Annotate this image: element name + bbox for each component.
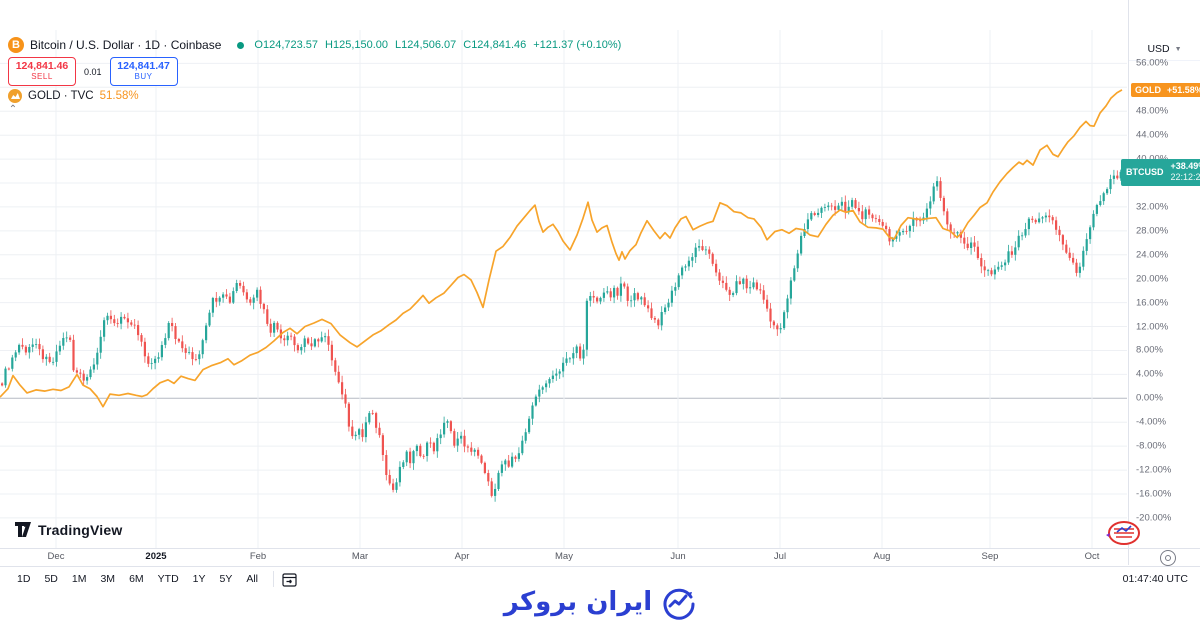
trade-buttons: 124,841.46 SELL 0.01 124,841.47 BUY	[8, 57, 178, 86]
price-axis-tick: 20.00%	[1136, 273, 1169, 285]
range-button-1d[interactable]: 1D	[17, 573, 31, 585]
axis-settings-icon[interactable]	[1160, 550, 1176, 566]
market-status-dot-icon	[237, 41, 245, 49]
time-axis-label: Mar	[351, 551, 369, 562]
btcusd-price-tag: BTCUSD +38.49% 22:12:20	[1121, 159, 1200, 186]
toolbar-border	[0, 566, 1200, 567]
compare-series-title: GOLD · TVC	[28, 90, 94, 102]
footer-brand-icon	[663, 588, 695, 620]
price-axis-tick: 16.00%	[1136, 297, 1169, 309]
price-axis-tick: 44.00%	[1136, 129, 1169, 141]
tradingview-text: TradingView	[38, 521, 123, 538]
tradingview-mark-icon	[15, 522, 31, 537]
chevron-down-icon: ▼	[1174, 45, 1182, 53]
low-label: L	[395, 39, 402, 51]
price-axis-tick: 24.00%	[1136, 249, 1169, 261]
price-axis-tick: 48.00%	[1136, 105, 1169, 117]
sell-price: 124,841.46	[15, 60, 69, 73]
price-axis-tick: 8.00%	[1136, 344, 1163, 356]
change-value: +121.37 (+0.10%)	[533, 39, 622, 51]
range-toolbar: 1D 5D 1M 3M 6M YTD 1Y 5Y All	[10, 569, 297, 589]
time-axis-label: 2025	[145, 551, 167, 562]
collapse-legend-button[interactable]: ⌃	[8, 103, 18, 115]
range-button-ytd[interactable]: YTD	[157, 573, 179, 585]
range-button-6m[interactable]: 6M	[129, 573, 144, 585]
chart-canvas[interactable]	[0, 0, 1200, 566]
ohlc-values: O124,723.57 H125,150.00 L124,506.07 C124…	[254, 39, 621, 51]
time-axis-label: Jul	[773, 551, 787, 562]
price-axis-tick: 0.00%	[1136, 392, 1163, 404]
broker-stamp-icon	[1106, 521, 1140, 545]
price-axis-tick: -16.00%	[1136, 488, 1172, 500]
time-axis-label: May	[555, 551, 573, 562]
gold-price-tag: GOLD +51.58%	[1131, 83, 1200, 97]
price-axis-tick: -12.00%	[1136, 464, 1172, 476]
gold-coin-icon	[8, 89, 22, 103]
symbol-title[interactable]: Bitcoin / U.S. Dollar · 1D · Coinbase	[30, 38, 222, 52]
utc-clock[interactable]: 01:47:40 UTC	[1122, 573, 1188, 585]
price-axis-border	[1128, 0, 1129, 565]
time-axis-label: Oct	[1084, 551, 1100, 562]
footer-brand-text: ایران بروکر	[503, 587, 653, 617]
sell-label: SELL	[31, 71, 53, 81]
range-button-all[interactable]: All	[246, 573, 259, 585]
price-axis-tick: -4.00%	[1136, 416, 1167, 428]
tradingview-logo[interactable]: TradingView	[15, 521, 122, 538]
time-axis-label: Jun	[670, 551, 686, 562]
go-to-date-calendar-icon[interactable]	[282, 572, 297, 587]
high-label: H	[325, 39, 333, 51]
range-button-5y[interactable]: 5Y	[219, 573, 233, 585]
price-axis-tick: 4.00%	[1136, 368, 1163, 380]
bitcoin-coin-icon: B	[8, 37, 24, 53]
price-axis-tick: 56.00%	[1136, 57, 1169, 69]
btc-tag-symbol: BTCUSD	[1126, 167, 1164, 178]
price-axis-tick: -20.00%	[1136, 512, 1172, 524]
buy-button[interactable]: 124,841.47 BUY	[109, 57, 178, 86]
open-value: 124,723.57	[262, 39, 319, 51]
time-axis-label: Sep	[981, 551, 999, 562]
symbol-header: B Bitcoin / U.S. Dollar · 1D · Coinbase …	[8, 37, 621, 53]
gold-tag-symbol: GOLD	[1135, 85, 1161, 95]
footer-brand: ایران بروکر	[0, 584, 1200, 620]
currency-label: USD	[1147, 43, 1170, 55]
spread-value: 0.01	[84, 66, 102, 77]
time-axis-border	[0, 548, 1200, 549]
high-value: 125,150.00	[332, 39, 389, 51]
range-button-3m[interactable]: 3M	[100, 573, 116, 585]
time-axis-label: Feb	[249, 551, 267, 562]
price-axis-tick: -8.00%	[1136, 440, 1167, 452]
time-axis-label: Aug	[873, 551, 891, 562]
time-axis-label: Apr	[454, 551, 470, 562]
buy-label: BUY	[134, 71, 153, 81]
close-label: C	[463, 39, 472, 51]
range-button-1m[interactable]: 1M	[71, 573, 87, 585]
time-axis-label: Dec	[47, 551, 65, 562]
compare-series-row[interactable]: GOLD · TVC 51.58%	[8, 89, 139, 103]
range-button-1y[interactable]: 1Y	[192, 573, 206, 585]
compare-series-value: 51.58%	[99, 90, 139, 102]
close-value: 124,841.46	[471, 39, 527, 51]
range-button-5d[interactable]: 5D	[44, 573, 58, 585]
open-label: O	[254, 39, 263, 51]
price-axis-tick: 32.00%	[1136, 201, 1169, 213]
price-axis-tick: 12.00%	[1136, 321, 1169, 333]
buy-price: 124,841.47	[117, 60, 170, 73]
btc-tag-value: +38.49%	[1170, 161, 1200, 171]
low-value: 124,506.07	[401, 39, 457, 51]
sell-button[interactable]: 124,841.46 SELL	[8, 57, 76, 86]
btc-tag-countdown: 22:12:20	[1170, 172, 1200, 183]
price-axis-currency-dropdown[interactable]: USD ▼	[1129, 38, 1200, 61]
toolbar-divider	[273, 571, 275, 587]
price-axis-tick: 28.00%	[1136, 225, 1169, 237]
gold-tag-value: +51.58%	[1167, 85, 1200, 95]
